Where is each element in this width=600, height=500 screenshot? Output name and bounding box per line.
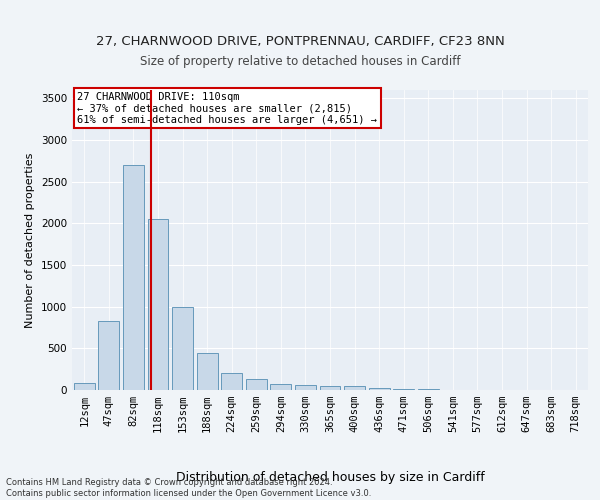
Bar — [393, 389, 414, 390]
Y-axis label: Number of detached properties: Number of detached properties — [25, 152, 35, 328]
Bar — [271, 384, 292, 390]
Text: 27, CHARNWOOD DRIVE, PONTPRENNAU, CARDIFF, CF23 8NN: 27, CHARNWOOD DRIVE, PONTPRENNAU, CARDIF… — [95, 34, 505, 48]
Bar — [221, 374, 242, 390]
Bar — [246, 379, 267, 390]
X-axis label: Distribution of detached houses by size in Cardiff: Distribution of detached houses by size … — [176, 471, 484, 484]
Bar — [123, 165, 144, 390]
Text: Size of property relative to detached houses in Cardiff: Size of property relative to detached ho… — [140, 54, 460, 68]
Bar — [344, 386, 365, 390]
Bar — [197, 352, 218, 390]
Bar — [418, 389, 439, 390]
Bar — [148, 219, 169, 390]
Text: 27 CHARNWOOD DRIVE: 110sqm
← 37% of detached houses are smaller (2,815)
61% of s: 27 CHARNWOOD DRIVE: 110sqm ← 37% of deta… — [77, 92, 377, 124]
Bar — [98, 321, 119, 390]
Bar — [172, 306, 193, 390]
Bar — [368, 388, 389, 390]
Bar — [74, 384, 95, 390]
Bar — [320, 386, 340, 390]
Bar — [295, 385, 316, 390]
Text: Contains HM Land Registry data © Crown copyright and database right 2024.
Contai: Contains HM Land Registry data © Crown c… — [6, 478, 371, 498]
